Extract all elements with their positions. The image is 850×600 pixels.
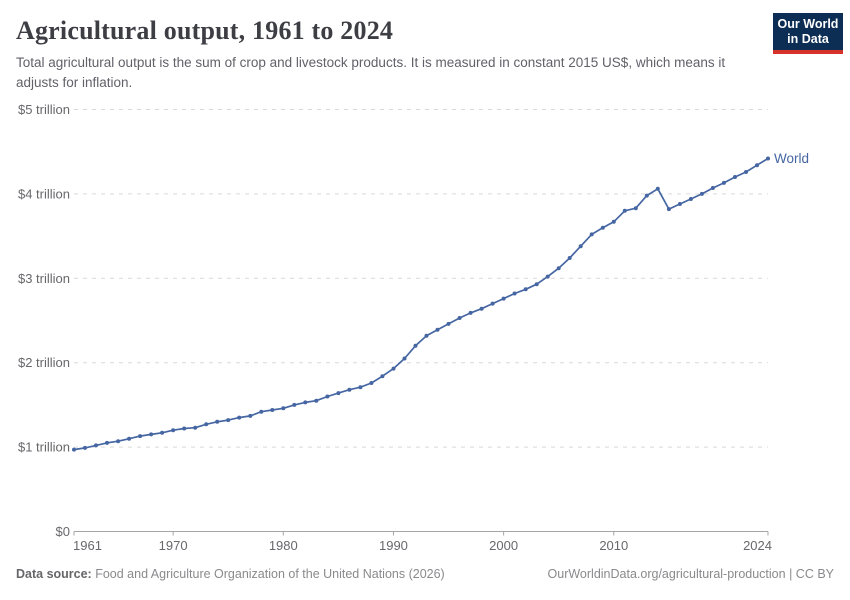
- data-point: [688, 197, 693, 201]
- data-point: [193, 425, 198, 430]
- owid-logo-line1: Our World: [777, 16, 839, 31]
- data-point: [347, 387, 352, 392]
- data-point: [589, 232, 594, 237]
- data-point: [281, 406, 286, 411]
- chart-footer: Data source: Food and Agriculture Organi…: [16, 567, 834, 581]
- data-point: [325, 394, 330, 399]
- data-point: [468, 310, 473, 315]
- data-point: [127, 436, 132, 441]
- data-point: [259, 409, 264, 414]
- data-point: [369, 381, 374, 385]
- y-axis-tick-label: $1 trillion: [18, 440, 70, 455]
- data-point: [766, 156, 770, 161]
- data-point: [699, 191, 704, 196]
- data-point: [556, 266, 561, 271]
- data-point: [314, 398, 319, 403]
- data-point: [644, 193, 649, 198]
- y-axis-tick-label: $5 trillion: [18, 102, 70, 117]
- owid-logo[interactable]: Our World in Data: [773, 13, 843, 54]
- data-point: [292, 402, 297, 407]
- data-point: [391, 366, 396, 371]
- data-point: [105, 440, 109, 445]
- data-point: [116, 439, 121, 444]
- data-point: [457, 316, 462, 320]
- y-axis-tick-label: $3 trillion: [18, 271, 70, 286]
- data-point: [204, 422, 209, 427]
- data-point: [336, 391, 341, 396]
- data-point: [402, 356, 407, 361]
- data-point: [380, 374, 385, 379]
- data-point: [237, 415, 242, 420]
- data-point: [755, 163, 759, 168]
- data-point: [138, 434, 143, 439]
- data-line-world: [73, 157, 769, 451]
- data-point: [710, 186, 715, 190]
- y-axis-tick-label: $2 trillion: [18, 355, 70, 370]
- data-point: [424, 333, 429, 338]
- data-point: [446, 321, 451, 326]
- data-point: [248, 413, 253, 418]
- data-point: [545, 274, 550, 279]
- data-point: [666, 207, 671, 212]
- data-point: [215, 419, 220, 424]
- footer-link[interactable]: OurWorldinData.org/agricultural-producti…: [547, 567, 786, 581]
- footer-separator: |: [785, 567, 796, 581]
- y-axis-tick-label: $4 trillion: [18, 186, 70, 201]
- data-point: [600, 225, 605, 230]
- data-point: [567, 256, 572, 260]
- data-point: [721, 180, 726, 185]
- data-point: [633, 206, 638, 211]
- license-link[interactable]: CC BY: [795, 567, 834, 581]
- data-point: [655, 186, 660, 191]
- series-label-world: World: [774, 151, 809, 166]
- data-point: [182, 426, 187, 431]
- data-point: [94, 443, 98, 448]
- page-title: Agricultural output, 1961 to 2024: [16, 16, 394, 45]
- data-point: [160, 430, 165, 435]
- x-axis-tick-label: 2024: [743, 538, 772, 553]
- x-axis-tick-label: 1961: [73, 538, 102, 553]
- data-point: [413, 343, 418, 348]
- data-point: [358, 385, 363, 390]
- data-point: [479, 306, 484, 311]
- data-point: [501, 296, 506, 301]
- data-point: [523, 287, 528, 292]
- data-point: [744, 170, 748, 174]
- data-point: [512, 291, 517, 296]
- x-axis-tick-label: 2010: [599, 538, 628, 553]
- data-point: [83, 445, 87, 450]
- data-source-note: Data source: Food and Agriculture Organi…: [16, 567, 445, 581]
- data-point: [270, 408, 275, 412]
- data-point: [490, 301, 495, 306]
- owid-logo-line2: in Data: [787, 31, 829, 46]
- x-axis-tick-label: 2000: [489, 538, 518, 553]
- footer-links: OurWorldinData.org/agricultural-producti…: [548, 567, 834, 581]
- data-source-label: Data source:: [16, 567, 92, 581]
- x-axis-tick-label: 1970: [159, 538, 188, 553]
- x-axis-tick-label: 1980: [269, 538, 298, 553]
- data-point: [303, 400, 308, 405]
- y-axis-tick-label: $0: [56, 524, 70, 539]
- data-point: [677, 202, 682, 206]
- data-point: [226, 418, 231, 423]
- data-point: [72, 447, 76, 452]
- x-axis-tick-label: 1990: [379, 538, 408, 553]
- chart-subtitle: Total agricultural output is the sum of …: [16, 55, 726, 90]
- data-point: [611, 219, 616, 224]
- data-point: [578, 244, 583, 249]
- data-point: [435, 327, 440, 332]
- data-point: [171, 428, 176, 433]
- data-point: [149, 432, 154, 437]
- data-source-text: Food and Agriculture Organization of the…: [91, 567, 445, 581]
- data-point: [534, 282, 539, 287]
- data-point: [622, 208, 627, 213]
- data-point: [733, 175, 737, 179]
